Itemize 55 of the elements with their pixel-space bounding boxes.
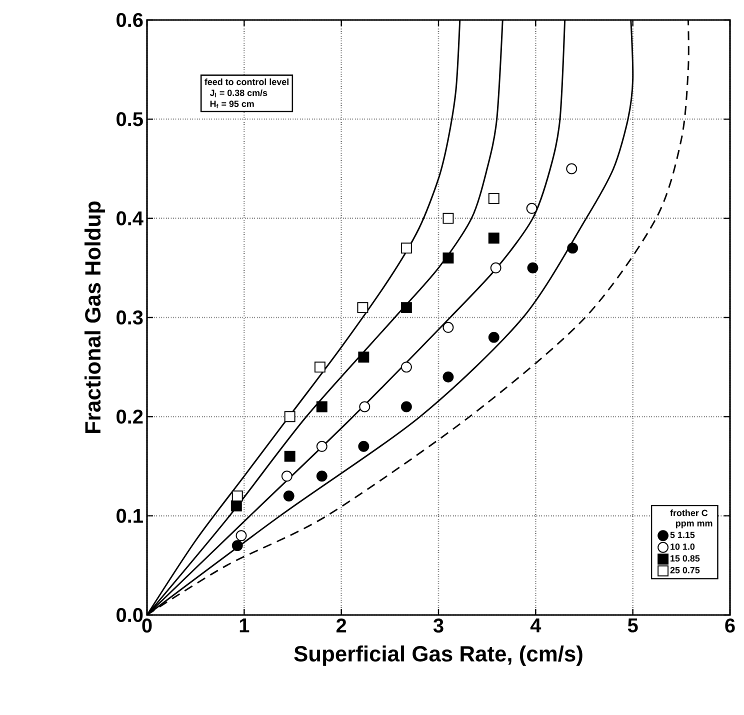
annotation: ppm mm — [676, 522, 712, 528]
x-tick-label: 6 — [725, 618, 735, 633]
x-tick-label: 5 — [628, 618, 638, 632]
point — [442, 322, 454, 333]
legend-title: frother C — [670, 510, 708, 516]
point — [314, 362, 326, 373]
point — [400, 401, 412, 412]
y-tick-label: 0.2 — [116, 410, 143, 424]
annotation: H$_{f}$ = 95 cm — [210, 100, 254, 108]
point — [230, 500, 242, 512]
legend-label: 10 1.0 — [670, 543, 695, 550]
legend-label: 5 1.15 — [670, 532, 695, 538]
point — [284, 411, 296, 422]
y-tick-label: 0.4 — [116, 211, 144, 226]
point — [316, 401, 328, 412]
point — [566, 163, 578, 174]
point — [232, 540, 243, 552]
x-tick-label: 3 — [433, 618, 444, 633]
point — [400, 242, 412, 254]
x-tick-label: 1 — [240, 618, 250, 632]
point — [488, 232, 500, 244]
annotation: feed to control level — [204, 78, 288, 86]
point — [358, 352, 370, 363]
y-axis-title: Fractional Gas Holdup — [84, 201, 105, 433]
y-tick-label: 0.1 — [116, 508, 143, 523]
point — [400, 362, 412, 373]
y-tick-label: 0.5 — [116, 112, 143, 126]
x-tick-label: 4 — [530, 618, 542, 632]
point — [488, 332, 500, 343]
point — [488, 193, 500, 204]
y-tick-label: 0.3 — [116, 310, 143, 325]
point — [316, 440, 328, 452]
x-tick-label: 2 — [336, 618, 346, 632]
point — [281, 470, 292, 482]
point — [357, 302, 368, 314]
point — [283, 490, 294, 502]
point — [358, 440, 370, 452]
legend-label: 25 0.75 — [670, 566, 700, 574]
point — [567, 242, 578, 254]
point — [490, 262, 502, 274]
x-axis-title: Superficial Gas Rate, (cm/s) — [294, 645, 582, 666]
x-tick-label: 0 — [142, 618, 152, 633]
annotation: J$_{l}$ = 0.38 cm/s — [210, 89, 268, 98]
point — [442, 372, 454, 382]
legend-label: 15 0.85 — [670, 555, 700, 562]
point — [400, 302, 412, 314]
y-tick-label: 0.0 — [116, 608, 143, 622]
y-tick-label: 0.6 — [116, 12, 143, 28]
point — [236, 530, 247, 542]
point — [442, 252, 454, 264]
point — [359, 401, 370, 412]
point — [316, 470, 328, 482]
point — [527, 262, 538, 274]
point — [284, 450, 296, 462]
point — [442, 212, 454, 224]
